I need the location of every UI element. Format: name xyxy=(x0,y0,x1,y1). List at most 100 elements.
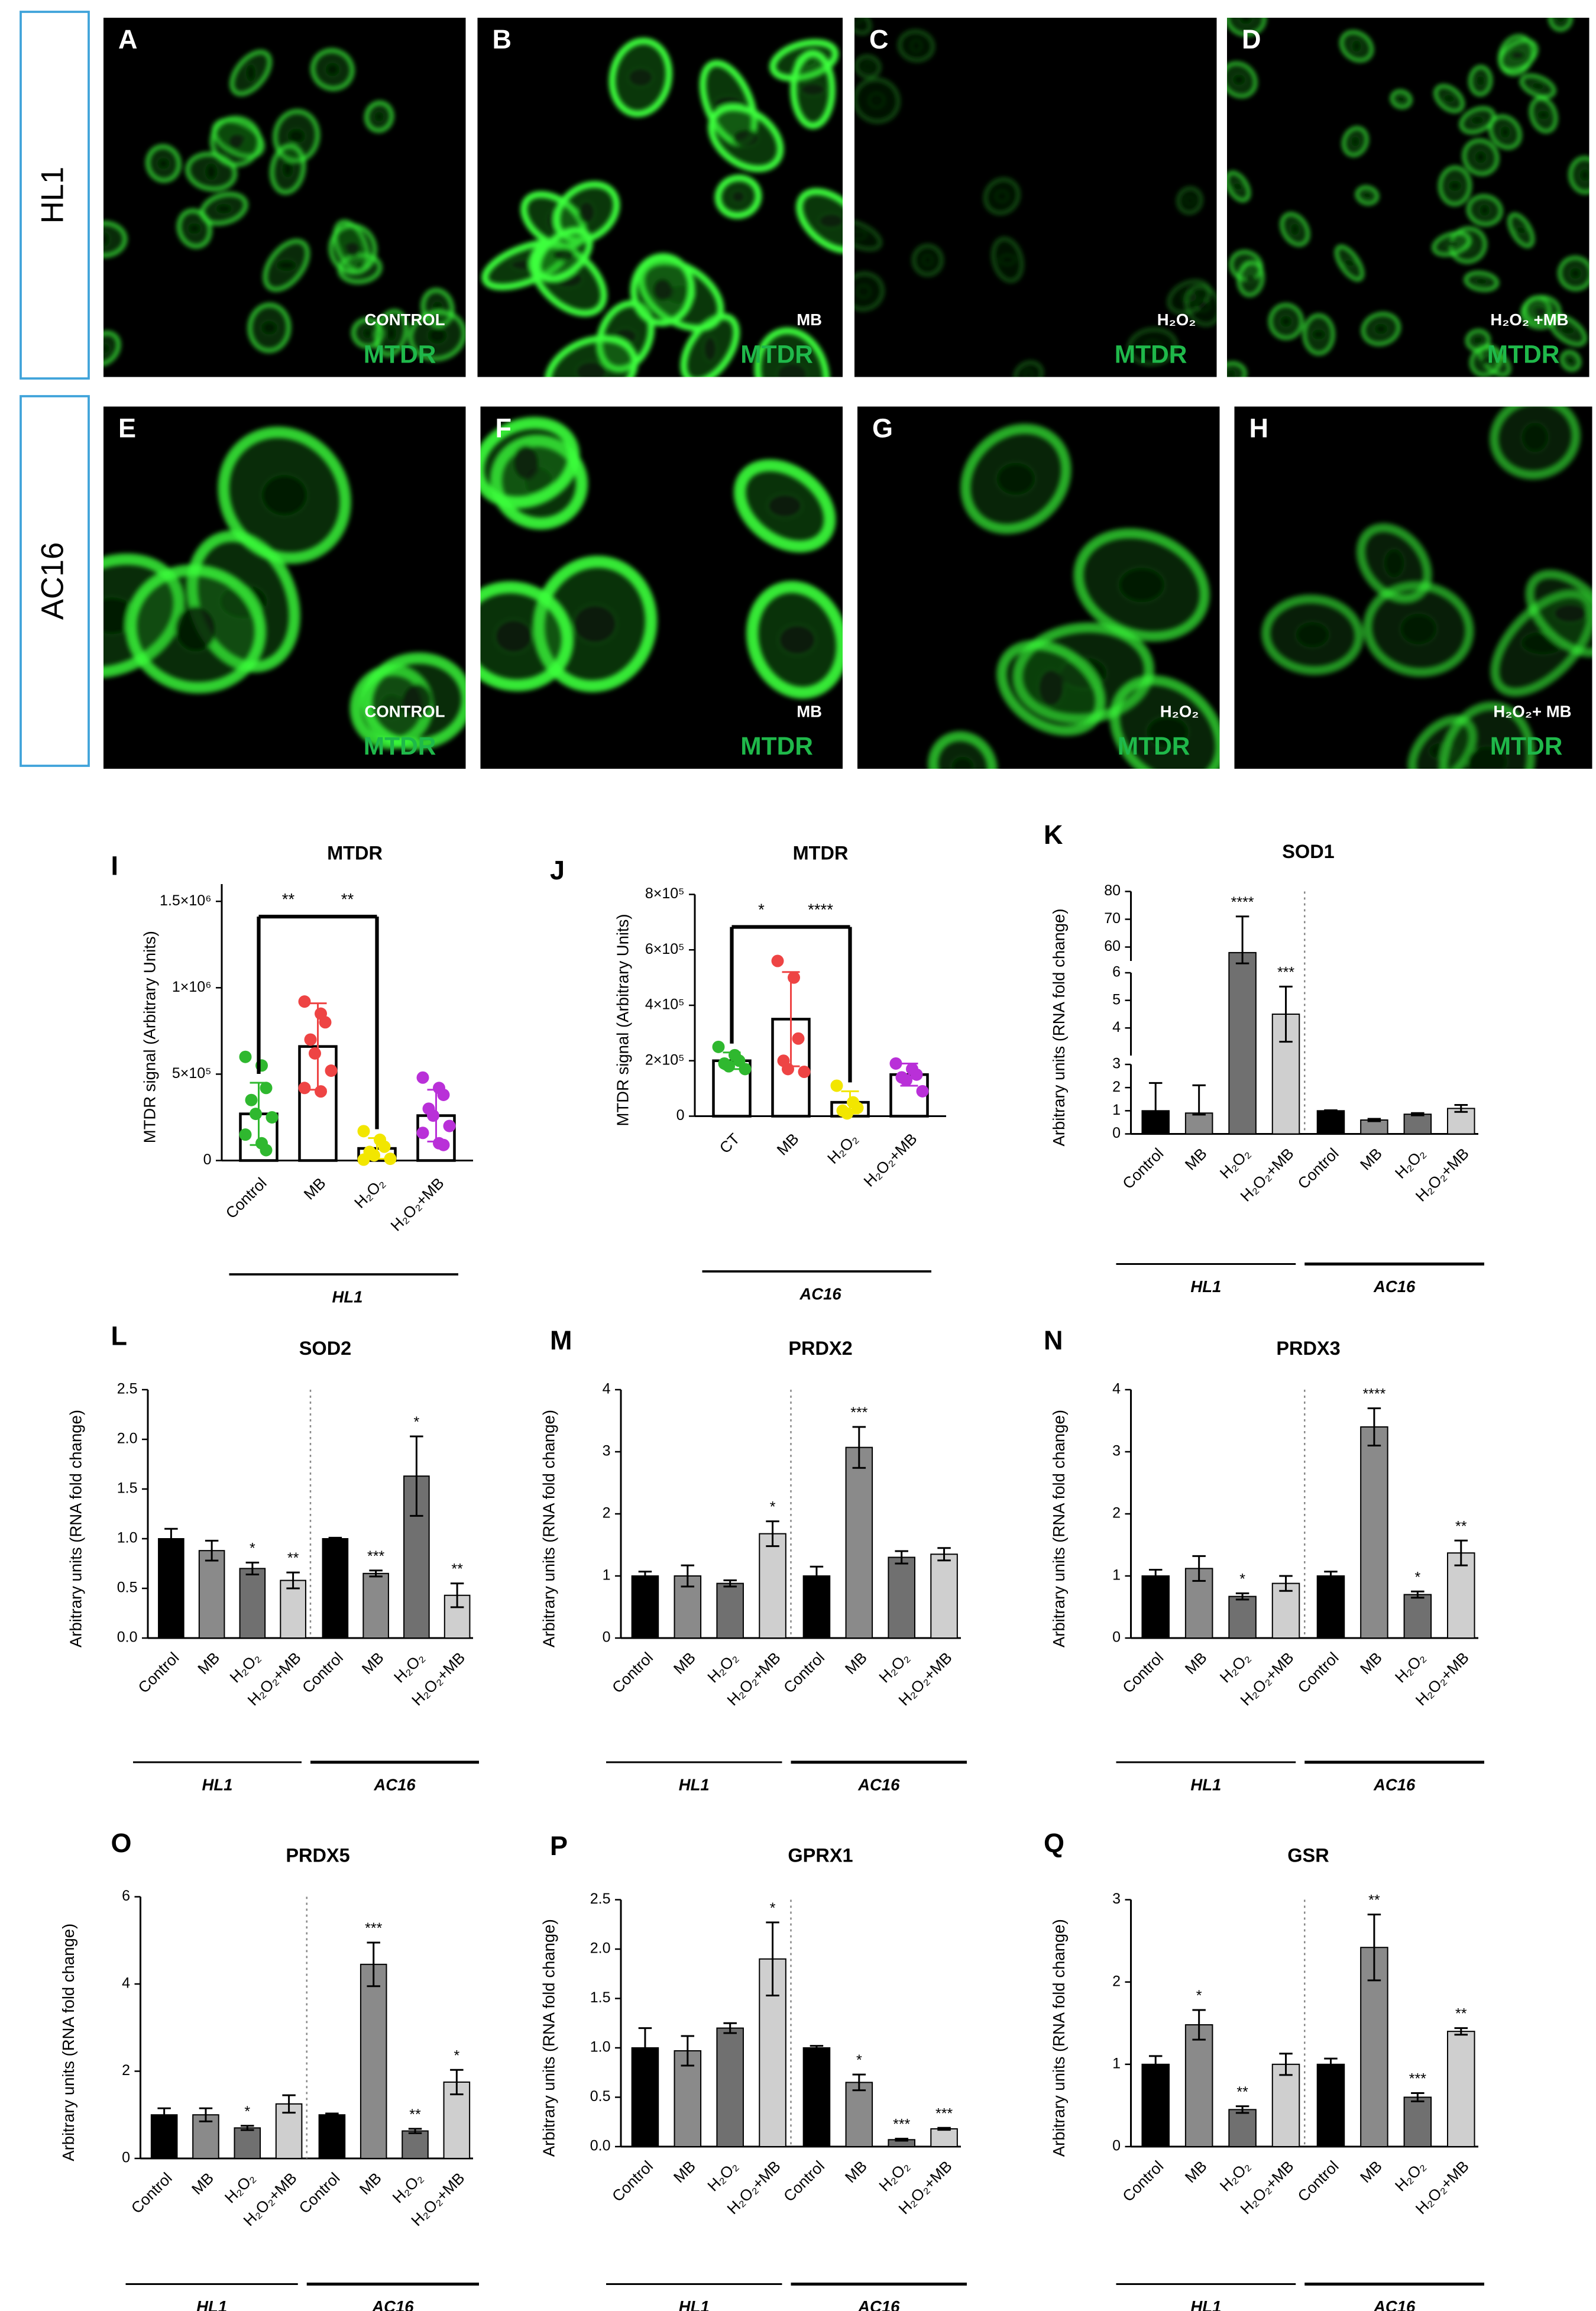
significance: ** xyxy=(1455,1518,1467,1535)
error-bar xyxy=(810,2045,824,2051)
y-tick-label: 0 xyxy=(1112,1629,1121,1646)
data-point xyxy=(368,1149,381,1162)
stain-label: MTDR xyxy=(364,733,436,760)
x-tick-label: MB xyxy=(358,1649,387,1678)
chart-title: PRDX2 xyxy=(788,1338,852,1359)
y-tick-label: 1.0 xyxy=(590,2039,611,2056)
group-label: HL1 xyxy=(332,1287,363,1306)
condition-label: H₂O₂+ MB xyxy=(1493,702,1571,720)
significance: **** xyxy=(1231,894,1254,911)
bar xyxy=(1360,1119,1388,1135)
bar xyxy=(318,2114,346,2160)
nucleus xyxy=(276,260,296,271)
data-point xyxy=(298,1082,311,1095)
panel-letter: G xyxy=(872,413,893,443)
micrograph-background xyxy=(854,18,1217,377)
error-bar xyxy=(1235,915,1249,964)
group-label: AC16 xyxy=(1373,1775,1416,1794)
y-tick-label: 2 xyxy=(603,1505,611,1522)
y-tick-label: 8×10⁵ xyxy=(645,885,685,902)
nucleus xyxy=(1443,95,1455,102)
nucleus xyxy=(1471,116,1484,124)
nucleus xyxy=(282,161,293,177)
bar xyxy=(362,1572,389,1639)
bar xyxy=(716,2027,744,2148)
y-tick-label: 2 xyxy=(122,2062,130,2079)
x-tick-label: MB xyxy=(841,1649,870,1678)
bar xyxy=(402,2130,429,2160)
error-bar xyxy=(1192,1084,1206,1116)
micrograph xyxy=(103,18,466,377)
data-point xyxy=(723,1060,735,1073)
significance: ** xyxy=(1455,2006,1467,2022)
chart-panel: N PRDX3 Arbitrary units (RNA fold change) 0… xyxy=(1044,1325,1485,1794)
nucleus xyxy=(1384,549,1404,577)
y-tick-label: 1.5 xyxy=(117,1480,138,1497)
stain-label: MTDR xyxy=(1487,341,1560,369)
x-tick-label: H₂O₂ xyxy=(390,1649,428,1686)
error-bar xyxy=(450,1582,464,1608)
group-label: HL1 xyxy=(1190,2297,1221,2311)
x-tick-label: MB xyxy=(1357,2157,1385,2186)
nucleus xyxy=(1521,423,1549,452)
row-label-box xyxy=(20,11,90,380)
y-tick-label: 3 xyxy=(603,1443,611,1459)
x-tick-label: Control xyxy=(222,1174,270,1222)
y-tick-label: 1 xyxy=(1112,2055,1121,2072)
nucleus xyxy=(575,361,607,377)
nucleus xyxy=(512,445,539,480)
data-point xyxy=(910,1068,923,1081)
data-point xyxy=(239,1128,252,1141)
nucleus xyxy=(205,163,218,180)
condition-label: CONTROL xyxy=(365,702,445,720)
chart-title: MTDR xyxy=(327,843,383,864)
error-bar xyxy=(245,1561,260,1575)
error-bar xyxy=(1411,1590,1425,1599)
cells xyxy=(103,48,466,367)
data-point xyxy=(798,1066,811,1079)
data-point xyxy=(357,1125,370,1138)
y-tick-label: 0 xyxy=(603,1629,611,1646)
bar xyxy=(1403,2096,1432,2148)
x-tick-label: MB xyxy=(1181,1144,1210,1173)
y-tick-label: 4 xyxy=(122,1975,130,1992)
data-point xyxy=(245,1093,258,1106)
nucleus xyxy=(863,63,872,70)
bar xyxy=(674,2050,702,2148)
bar xyxy=(322,1538,349,1639)
error-bar xyxy=(205,1539,219,1562)
group-label: AC16 xyxy=(1373,1277,1416,1296)
chart-title: PRDX5 xyxy=(286,1845,349,1866)
stain-label: MTDR xyxy=(1115,341,1187,369)
nucleus xyxy=(1245,274,1257,283)
y-axis-label: MTDR signal (Arbitrary Units) xyxy=(613,914,632,1126)
error-bar xyxy=(199,2107,213,2122)
stain-label: MTDR xyxy=(364,341,436,369)
chart-title: SOD1 xyxy=(1282,841,1335,862)
error-bar xyxy=(638,2027,652,2069)
error-bar xyxy=(1411,2092,1425,2102)
significance: *** xyxy=(893,2116,910,2133)
data-point xyxy=(416,1071,429,1084)
x-tick-label: H₂O₂ xyxy=(704,1649,741,1686)
x-tick-label: Control xyxy=(1294,2157,1342,2205)
nucleus xyxy=(345,241,361,258)
stain-label: MTDR xyxy=(1490,733,1563,760)
y-tick-label: 4 xyxy=(603,1381,611,1397)
significance: * xyxy=(1196,1988,1202,2004)
x-tick-label: H₂O₂ xyxy=(389,2169,426,2206)
nucleus xyxy=(325,63,340,76)
stain-label: MTDR xyxy=(1118,733,1190,760)
error-bar xyxy=(1454,1104,1468,1113)
nucleus xyxy=(869,93,885,108)
y-axis-label: Arbitrary units (RNA fold change) xyxy=(539,1410,558,1648)
y-axis-label: Arbitrary units (RNA fold change) xyxy=(539,1919,558,2157)
y-tick-label: 3 xyxy=(1112,1891,1121,1907)
significance: ** xyxy=(409,2106,421,2123)
y-tick-label: 2 xyxy=(1112,1505,1121,1522)
bar xyxy=(1447,2031,1475,2148)
data-point xyxy=(266,1111,279,1124)
x-tick-label: H₂O₂ xyxy=(875,2157,912,2195)
bar xyxy=(930,1553,958,1639)
data-point xyxy=(357,1153,370,1166)
